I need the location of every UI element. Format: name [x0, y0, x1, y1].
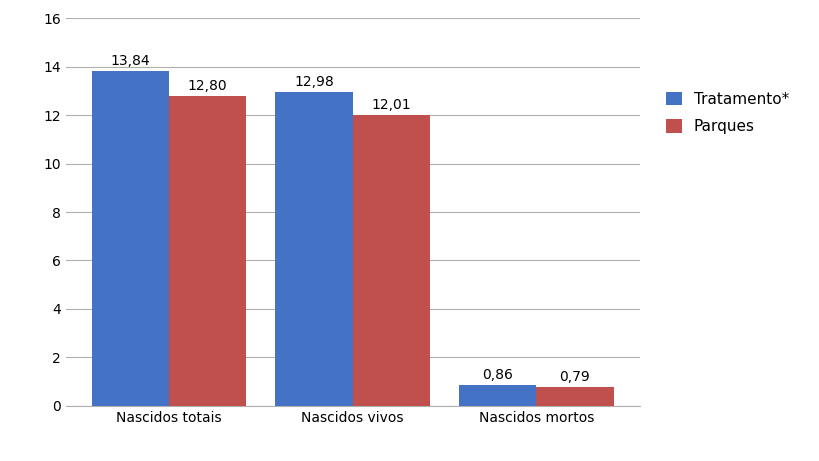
Text: 0,86: 0,86 — [482, 368, 513, 382]
Bar — [352, 115, 429, 406]
Bar — [92, 71, 169, 406]
Legend: Tratamento*, Parques: Tratamento*, Parques — [658, 84, 796, 142]
Bar — [169, 96, 246, 406]
Bar — [459, 385, 536, 406]
Text: 0,79: 0,79 — [559, 370, 590, 384]
Bar — [275, 92, 352, 406]
Text: 12,01: 12,01 — [371, 98, 410, 112]
Text: 12,98: 12,98 — [294, 75, 333, 89]
Text: 12,80: 12,80 — [188, 79, 227, 93]
Bar — [536, 387, 613, 406]
Text: 13,84: 13,84 — [111, 54, 150, 68]
